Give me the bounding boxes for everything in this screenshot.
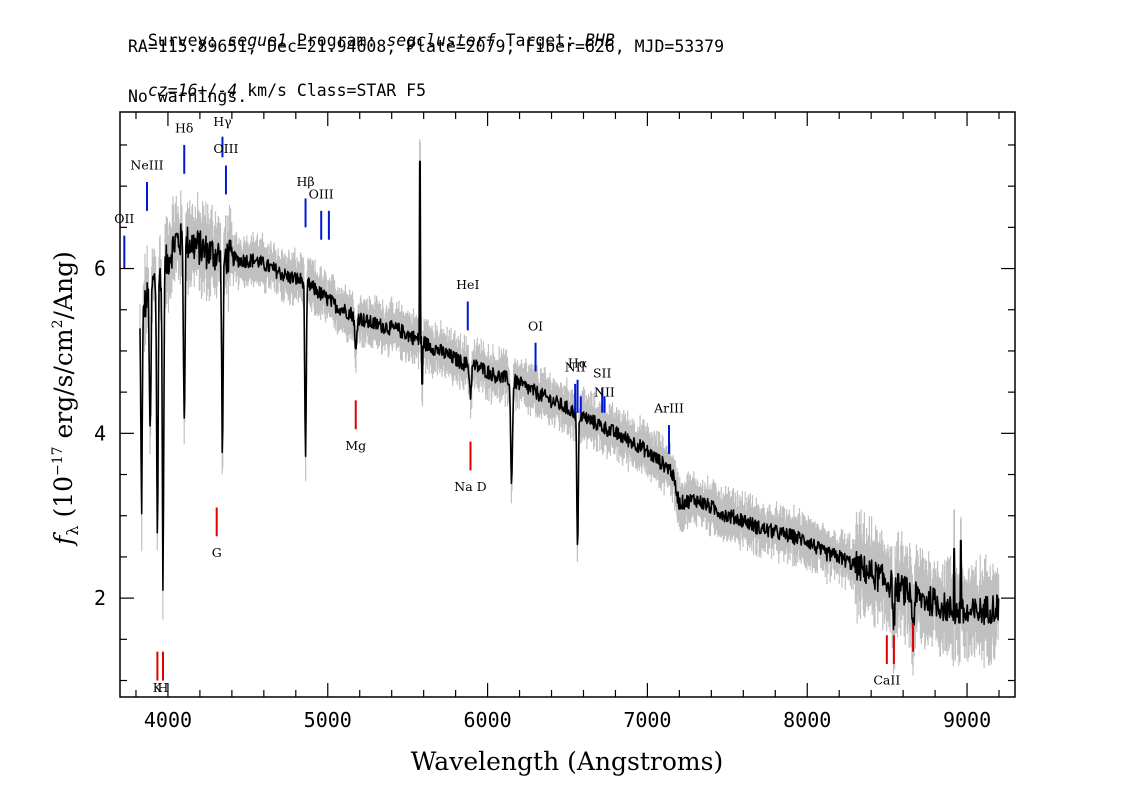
line-label-3: Hγ — [213, 114, 231, 129]
line-label-6: OIII — [309, 187, 334, 202]
header-line-3: cz=16+/-4 km/s Class=STAR F5 — [128, 62, 426, 100]
line-label-1: NeIII — [130, 158, 163, 173]
x-tick-label: 8000 — [783, 708, 831, 732]
error-band — [139, 139, 1000, 676]
line-label-10: NII — [565, 360, 586, 375]
header-line-4: No warnings. — [128, 87, 248, 106]
header-line-2: RA=115.89651, Dec=21.94608, Plate=2079, … — [128, 37, 725, 56]
line-label-17: H — [158, 680, 169, 695]
program-value: segclusterf — [386, 31, 496, 50]
x-tick-label: 4000 — [144, 708, 192, 732]
line-label-4: OIII — [213, 141, 238, 156]
x-axis-title: Wavelength (Angstroms) — [411, 747, 723, 776]
y-tick-label: 4 — [94, 421, 106, 445]
line-label-19: Mg — [345, 438, 366, 453]
y-tick-label: 6 — [94, 257, 106, 281]
line-label-20: Na D — [454, 479, 486, 494]
x-tick-label: 7000 — [623, 708, 671, 732]
line-label-16: K — [153, 680, 163, 695]
target-label: Target: — [495, 31, 585, 50]
line-label-2: Hδ — [175, 121, 193, 136]
program-label: Program: — [286, 31, 387, 50]
class-info: km/s Class=STAR F5 — [237, 81, 427, 100]
survey-label: Survey: — [147, 31, 228, 50]
x-tick-label: 6000 — [464, 708, 512, 732]
spectrum-line — [139, 160, 1000, 637]
line-label-13: SII — [593, 365, 612, 380]
line-label-21: CaII — [873, 673, 900, 688]
x-tick-label: 5000 — [304, 708, 352, 732]
plot-frame — [119, 111, 1016, 698]
line-label-14: NII — [594, 384, 615, 399]
y-tick-label: 2 — [94, 586, 106, 610]
target-value: BHB — [585, 31, 615, 50]
line-label-15: ArIII — [653, 401, 684, 416]
line-label-8: HeI — [456, 277, 479, 292]
line-label-18: G — [212, 545, 222, 560]
line-label-11: Hα — [568, 355, 588, 370]
header-line-1: Survey: segue1 Program: segclusterf Targ… — [128, 12, 615, 50]
x-tick-label: 9000 — [943, 708, 991, 732]
survey-value: segue1 — [227, 31, 287, 50]
redshift-value: cz=16+/-4 — [147, 81, 238, 100]
line-label-0: OII — [114, 211, 134, 226]
line-label-9: OI — [528, 318, 543, 333]
y-axis-title: fλ (10−17 erg/s/cm2/Ang) — [49, 251, 82, 547]
line-label-5: Hβ — [296, 174, 314, 189]
